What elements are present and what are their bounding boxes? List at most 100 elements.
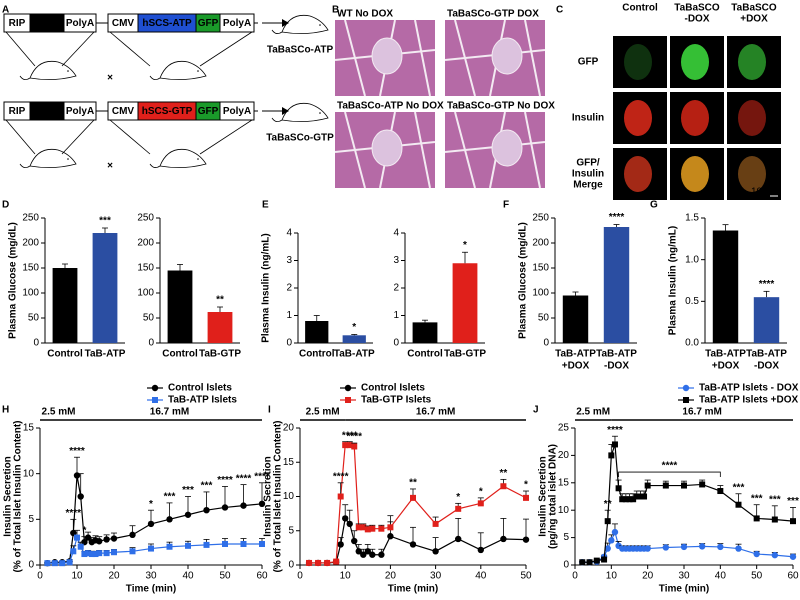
- significance: *: [524, 480, 528, 491]
- point: [70, 548, 77, 555]
- point: [637, 493, 644, 500]
- point: [753, 550, 760, 558]
- error-bar: [572, 291, 579, 296]
- panel-label: A: [2, 5, 9, 16]
- row-label: Insulin: [572, 169, 604, 180]
- islet-signal: [681, 100, 709, 136]
- stimulus-label: 2.5 mM: [306, 407, 340, 418]
- construct-label: RIP: [9, 106, 26, 117]
- point: [477, 546, 484, 554]
- point: [698, 543, 706, 550]
- bar: [452, 263, 478, 343]
- panel-label: D: [2, 200, 9, 211]
- y-tick-label: 0: [543, 338, 549, 349]
- mouse-icon: [149, 148, 207, 168]
- y-tick-label: 150: [532, 263, 549, 274]
- error-bar: [217, 306, 223, 312]
- panel-label: G: [650, 200, 658, 211]
- point: [735, 501, 742, 508]
- islet: [371, 129, 403, 167]
- point: [148, 545, 154, 552]
- significance: ****: [342, 430, 358, 441]
- x-tick-label: 60: [787, 571, 799, 582]
- point: [74, 534, 80, 541]
- point: [342, 515, 349, 522]
- y-tick-label: 1.0: [685, 254, 699, 265]
- bar: [207, 312, 233, 343]
- significance: **: [216, 295, 224, 306]
- x-tick-label: 40: [182, 571, 194, 582]
- point: [351, 443, 358, 450]
- x-tick-label: 20: [385, 571, 397, 582]
- y-tick-label: 4: [286, 228, 292, 239]
- y-tick-label: 150: [137, 263, 154, 274]
- error-bar: [222, 486, 228, 508]
- point: [166, 543, 173, 550]
- point: [306, 559, 313, 566]
- stimulus-label: 16.7 mM: [682, 407, 721, 418]
- point: [630, 496, 637, 503]
- crossover: [61, 119, 95, 155]
- construct-element: [63, 13, 97, 33]
- column-header: TaBaSCO: [731, 3, 777, 14]
- point: [240, 502, 247, 509]
- construct-element: [219, 101, 255, 121]
- tissue-gap: [414, 19, 431, 97]
- row-label: Insulin: [572, 113, 604, 124]
- crossover: [5, 31, 36, 67]
- point: [129, 548, 136, 555]
- y-axis-label: (pg/ng total islet DNA): [548, 444, 559, 549]
- y-tick-label: 200: [532, 238, 549, 249]
- legend-label: TaB-ATP Islets +DOX: [699, 395, 799, 406]
- point: [360, 524, 367, 531]
- significance: **: [500, 468, 508, 479]
- point: [615, 485, 622, 492]
- point: [611, 528, 619, 536]
- arrow-head: [282, 107, 289, 115]
- image-label: TaBaSCo-GTP DOX: [447, 9, 539, 20]
- point: [346, 520, 353, 528]
- significance: ****: [333, 471, 349, 482]
- cross-symbol: ×: [107, 161, 113, 172]
- error-bar: [313, 315, 320, 321]
- islet-signal: [681, 44, 709, 80]
- islet-signal: [738, 100, 766, 136]
- point: [110, 535, 118, 542]
- image-label: TaBaSCo-ATP No DOX: [337, 101, 444, 112]
- point: [147, 520, 155, 528]
- mouse-eye: [67, 70, 69, 72]
- y-tick-label: 5: [288, 525, 294, 536]
- islet-signal: [681, 156, 709, 192]
- point: [258, 500, 266, 508]
- bar: [92, 233, 118, 343]
- x-tick-label: 50: [751, 571, 763, 582]
- error-bar: [77, 473, 84, 497]
- x-tick-label: 0: [572, 571, 578, 582]
- y-tick-label: 5: [563, 532, 569, 543]
- islet-signal: [624, 156, 652, 192]
- y-tick-label: 200: [22, 238, 39, 249]
- column-header: Control: [622, 3, 658, 14]
- significance: *: [463, 240, 467, 251]
- legend-marker: [345, 397, 351, 403]
- panel-label: B: [332, 5, 339, 16]
- y-axis-label: Plasma Glucose (mg/dL): [518, 222, 529, 339]
- point: [699, 481, 706, 488]
- crossover: [199, 119, 253, 155]
- point: [84, 534, 92, 541]
- tissue-gap: [524, 19, 541, 97]
- point: [604, 545, 611, 552]
- panel-label: C: [556, 5, 563, 16]
- tissue-gap: [524, 111, 541, 189]
- x-tick-label: TaB-ATP: [334, 349, 375, 360]
- y-tick-label: 250: [22, 213, 39, 224]
- point: [59, 560, 66, 567]
- y-tick-label: 20: [283, 423, 295, 434]
- point: [662, 544, 670, 551]
- error-bar: [763, 290, 770, 298]
- point: [455, 535, 462, 543]
- legend-marker: [683, 397, 689, 403]
- legend-marker: [682, 384, 690, 392]
- islet-signal: [738, 44, 766, 80]
- bar: [712, 230, 739, 343]
